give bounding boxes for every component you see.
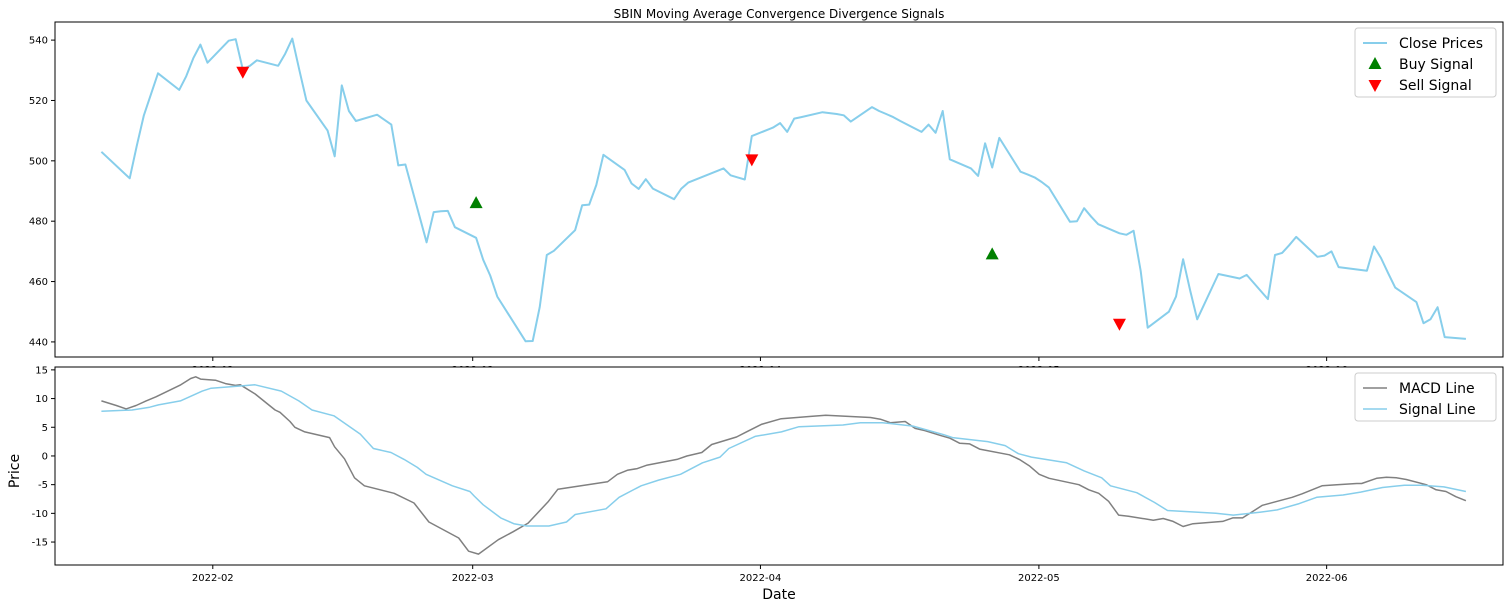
buy-signal-marker bbox=[469, 196, 483, 209]
y-tick-label-540: 540 bbox=[29, 36, 48, 47]
chart-title: SBIN Moving Average Convergence Divergen… bbox=[614, 7, 945, 21]
macd-legend: MACD Line Signal Line bbox=[1354, 372, 1497, 422]
y-tick-label-520: 520 bbox=[29, 96, 48, 107]
series-line-close-prices bbox=[100, 37, 1466, 343]
sell-signal-marker bbox=[236, 66, 250, 79]
y-tick-label-15: 15 bbox=[35, 365, 48, 376]
macd-axes: 2022-02 2022-03 2022-04 2022-05 2022-06 -15 -1… bbox=[32, 365, 1348, 584]
legend-box bbox=[1354, 372, 1497, 422]
y-tick-label--5: -5 bbox=[38, 480, 48, 491]
x-axis-label: Date bbox=[762, 587, 795, 603]
legend-label-close-prices: Close Prices bbox=[1399, 36, 1483, 52]
price-series bbox=[100, 37, 1466, 343]
series-line-signal-line bbox=[101, 384, 1467, 527]
price-panel: 2022-022022-032022-042022-052022-0644046… bbox=[29, 21, 1504, 376]
macd-panel: 2022-02 2022-03 2022-04 2022-05 2022-06 -15 -1… bbox=[32, 365, 1504, 584]
macd-plot-area bbox=[54, 366, 1504, 566]
y-tick-label-5: 5 bbox=[42, 423, 48, 434]
y-tick-label--10: -10 bbox=[32, 509, 48, 520]
sell-signal-marker bbox=[1112, 318, 1126, 331]
macd-series bbox=[101, 376, 1467, 555]
y-tick-label--15: -15 bbox=[32, 538, 48, 549]
y-tick-label-500: 500 bbox=[29, 156, 48, 167]
signal-markers bbox=[236, 66, 1126, 331]
y-axis-label: Price bbox=[7, 454, 23, 488]
x-tick-label-2022-03: 2022-03 bbox=[452, 573, 494, 584]
sell-signal-marker bbox=[745, 154, 759, 167]
x-tick-label-2022-04: 2022-04 bbox=[740, 573, 782, 584]
y-tick-label-0: 0 bbox=[42, 451, 48, 462]
x-tick-label-2022-05: 2022-05 bbox=[1018, 573, 1060, 584]
series-line-macd-line bbox=[101, 376, 1467, 555]
y-tick-label-10: 10 bbox=[35, 394, 48, 405]
price-legend: Close Prices Buy Signal Sell Signal bbox=[1354, 27, 1497, 98]
legend-label-buy-signal: Buy Signal bbox=[1399, 57, 1473, 73]
legend-swatch-buy-signal bbox=[1368, 57, 1382, 69]
price-plot-area bbox=[54, 21, 1504, 358]
x-tick-label-2022-06: 2022-06 bbox=[1306, 573, 1348, 584]
legend-label-sell-signal: Sell Signal bbox=[1399, 78, 1472, 94]
y-tick-label-460: 460 bbox=[29, 277, 48, 288]
legend-swatch-sell-signal bbox=[1368, 80, 1382, 92]
legend-label-signal-line: Signal Line bbox=[1399, 402, 1476, 418]
legend-label-macd-line: MACD Line bbox=[1399, 381, 1475, 397]
legend-box bbox=[1354, 27, 1497, 98]
y-tick-label-480: 480 bbox=[29, 217, 48, 228]
x-tick-label-2022-02: 2022-02 bbox=[192, 573, 234, 584]
buy-signal-marker bbox=[985, 247, 999, 260]
y-tick-label-440: 440 bbox=[29, 337, 48, 348]
